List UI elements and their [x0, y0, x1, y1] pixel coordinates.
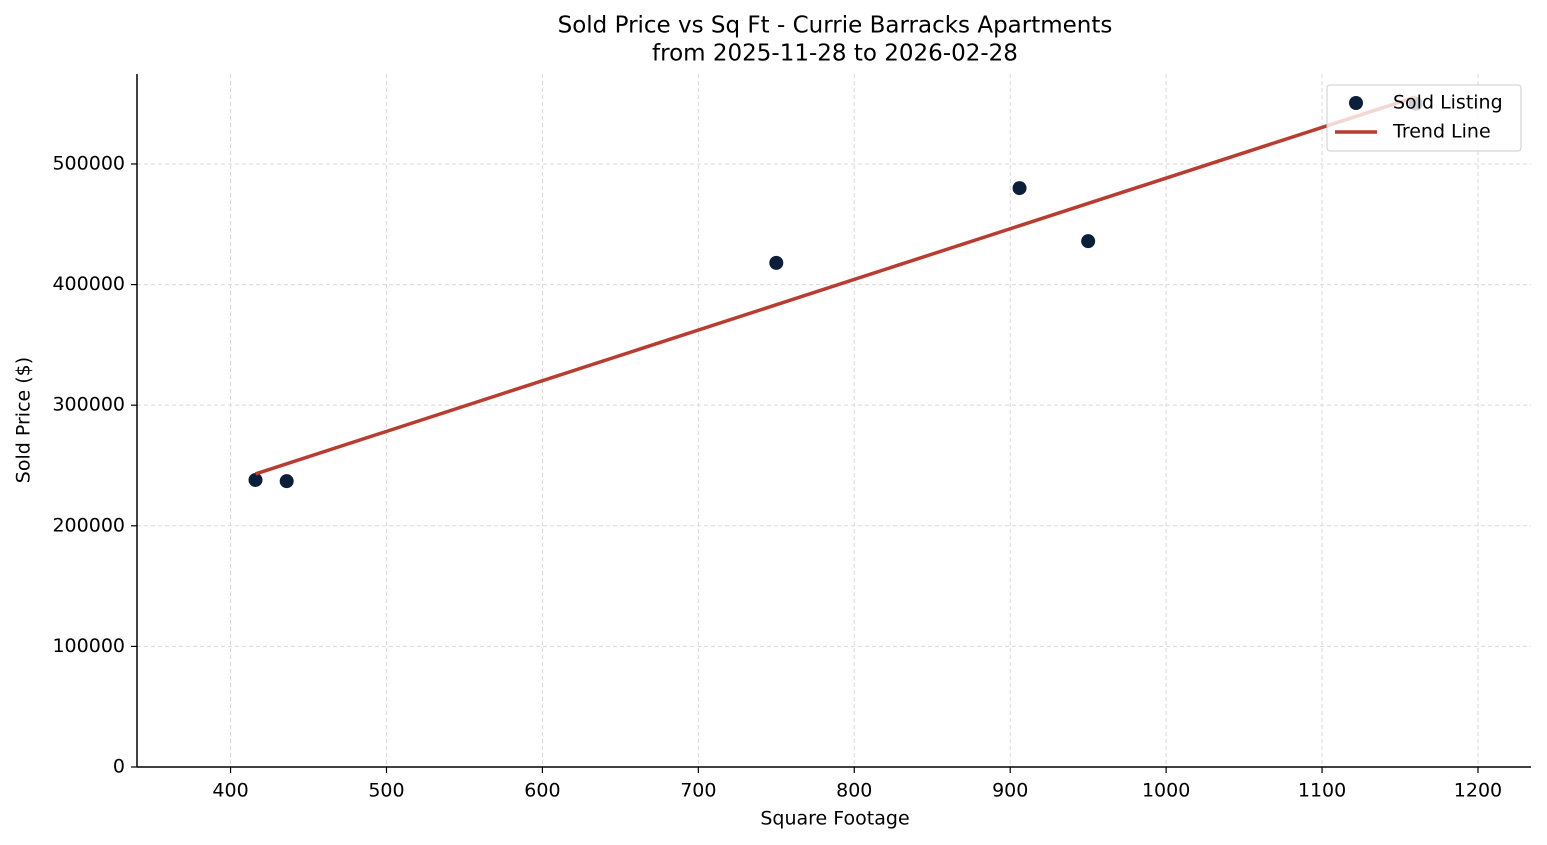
x-tick-label: 1200 — [1454, 780, 1502, 802]
legend-box — [1326, 84, 1522, 152]
y-axis-label: Sold Price ($) — [13, 357, 35, 483]
x-tick-label: 1000 — [1142, 780, 1190, 802]
x-tick-label: 400 — [212, 780, 248, 802]
point — [769, 255, 784, 270]
x-tick-label: 1100 — [1298, 780, 1346, 802]
y-tick-label: 0 — [113, 756, 125, 778]
y-tick-label: 100000 — [52, 635, 125, 657]
y-tick-label: 200000 — [52, 514, 125, 536]
legend-marker — [1349, 96, 1363, 110]
point — [279, 474, 294, 489]
trend-line — [254, 95, 1417, 476]
legend: Sold Listing Trend Line — [1326, 84, 1522, 152]
x-tick-label: 700 — [680, 780, 716, 802]
x-tick-label: 800 — [836, 780, 872, 802]
point — [248, 472, 263, 487]
x-tick-label: 600 — [524, 780, 560, 802]
chart-title: Sold Price vs Sq Ft - Currie Barracks Ap… — [558, 13, 1113, 39]
point — [1081, 234, 1096, 249]
legend-label: Sold Listing — [1393, 92, 1503, 114]
x-axis-label: Square Footage — [760, 808, 909, 830]
y-tick-label: 300000 — [52, 394, 125, 416]
x-tick-label: 500 — [368, 780, 404, 802]
x-tick-label: 900 — [992, 780, 1028, 802]
y-tick-label: 500000 — [52, 152, 125, 174]
chart-subtitle: from 2025-11-28 to 2026-02-28 — [652, 41, 1018, 67]
point — [1012, 181, 1027, 196]
y-tick-label: 400000 — [52, 273, 125, 295]
legend-label: Trend Line — [1392, 121, 1491, 143]
